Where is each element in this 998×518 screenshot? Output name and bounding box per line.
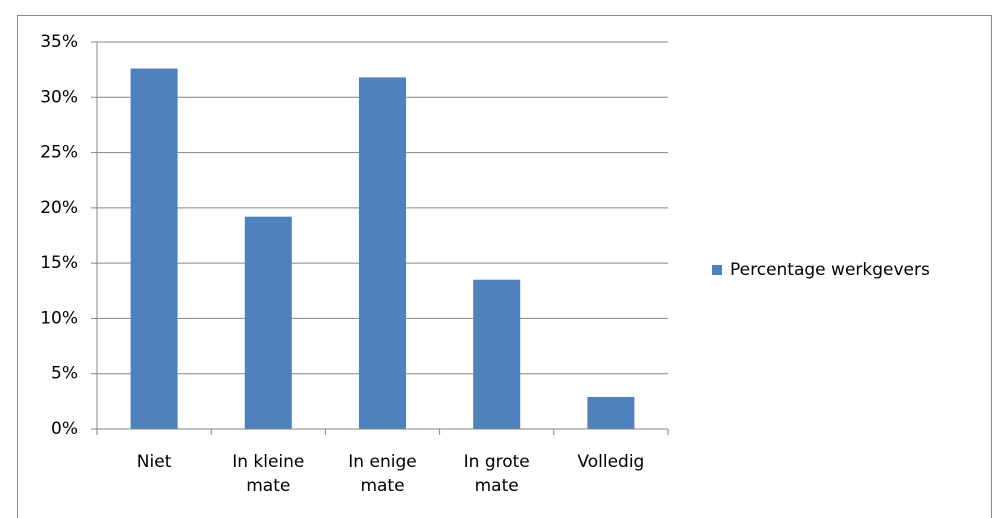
y-tick-label: 35% bbox=[40, 32, 78, 52]
bar bbox=[587, 396, 635, 429]
y-tick-label: 25% bbox=[40, 143, 78, 163]
x-tick-label: In kleine mate bbox=[232, 452, 305, 496]
y-tick-label: 30% bbox=[40, 87, 78, 107]
y-tick-label: 5% bbox=[51, 364, 78, 384]
y-tick-label: 0% bbox=[51, 419, 78, 439]
x-tick-label: In enige mate bbox=[348, 452, 417, 496]
chart-border bbox=[17, 15, 992, 518]
y-tick-label: 20% bbox=[40, 198, 78, 218]
x-tick-label: In grote mate bbox=[463, 452, 530, 496]
bar bbox=[359, 77, 406, 429]
bar bbox=[244, 216, 292, 429]
y-tick-label: 15% bbox=[40, 253, 78, 273]
x-tick-label: Volledig bbox=[577, 452, 645, 472]
y-tick-label: 10% bbox=[40, 308, 78, 328]
bar bbox=[473, 279, 521, 429]
legend-label: Percentage werkgevers bbox=[730, 260, 930, 280]
legend-swatch bbox=[712, 265, 722, 275]
x-tick-label: Niet bbox=[136, 452, 172, 472]
bar bbox=[130, 68, 178, 429]
